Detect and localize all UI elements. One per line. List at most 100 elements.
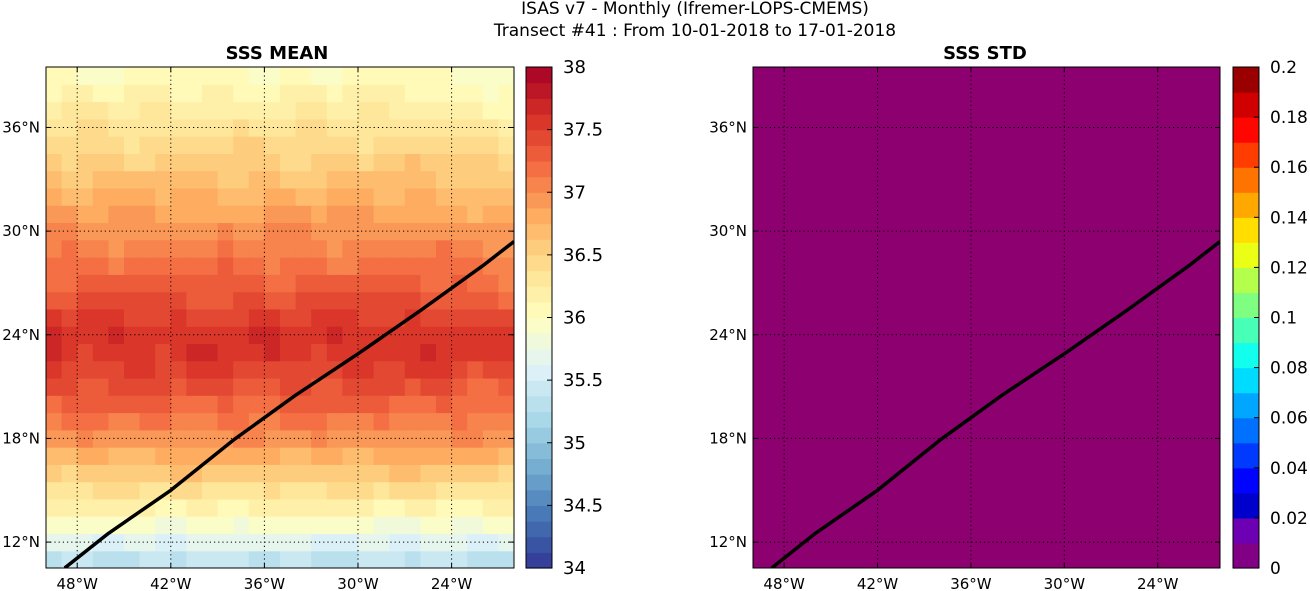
field-cell [186, 447, 203, 465]
field-cell [451, 360, 468, 379]
field-cell [202, 412, 219, 431]
field-cell [373, 67, 390, 85]
field-cell [451, 84, 468, 103]
field-cell [202, 498, 219, 517]
field-cell [311, 84, 328, 103]
field-cell [498, 360, 514, 379]
colorbar-level [526, 254, 552, 272]
colorbar-level [1233, 117, 1259, 143]
field-cell [404, 291, 421, 310]
field-cell [420, 205, 437, 224]
field-cell [389, 170, 406, 189]
field-cell [92, 412, 109, 431]
field-cell [248, 377, 265, 396]
field-cell [436, 464, 453, 483]
field-cell [139, 136, 156, 154]
field-cell [420, 516, 437, 535]
field-cell [264, 222, 281, 241]
field-cell [139, 481, 156, 500]
colorbar-tick-label: 0.12 [1270, 258, 1308, 278]
field-cell [498, 153, 514, 172]
field-cell [61, 498, 78, 517]
field-cell [295, 257, 312, 275]
colorbar-tick-label: 37.5 [563, 120, 603, 141]
field-cell [467, 67, 484, 85]
field-cell [295, 360, 312, 379]
x-tick-label: 42°W [857, 575, 899, 591]
field-cell [311, 308, 328, 327]
field-cell [46, 447, 63, 465]
field-cell [124, 481, 141, 500]
field-cell [202, 550, 219, 568]
field-cell [436, 67, 453, 85]
colorbar-tick-label: 0.16 [1270, 158, 1308, 178]
field-cell [61, 170, 78, 189]
field-cell [482, 429, 499, 448]
field-cell [202, 516, 219, 535]
y-tick-label: 36°N [2, 118, 40, 136]
field-cell [108, 308, 125, 327]
colorbar-tick-label: 0.02 [1270, 509, 1308, 529]
field-cell [170, 498, 187, 517]
field-cell [373, 360, 390, 379]
field-cell [108, 533, 125, 552]
field-cell [451, 481, 468, 500]
field-cell [311, 205, 328, 224]
field-cell [248, 170, 265, 189]
field-cell [389, 516, 406, 535]
field-cell [436, 101, 453, 120]
field-cell [61, 257, 78, 275]
field-cell [280, 326, 297, 345]
y-tick-label: 30°N [2, 222, 40, 240]
field-cell [389, 550, 406, 568]
field-cell [404, 516, 421, 535]
field-cell [389, 118, 406, 137]
colorbar-level [526, 192, 552, 209]
field-cell [108, 136, 125, 154]
field-cell [217, 326, 234, 345]
field-cell [124, 360, 141, 379]
field-cell [389, 101, 406, 120]
colorbar-level [526, 348, 552, 366]
field-cell [124, 170, 141, 189]
field-cell [170, 205, 187, 224]
field-cell [358, 67, 375, 85]
field-cell [482, 464, 499, 483]
field-cell [326, 481, 343, 500]
colorbar-level [526, 286, 552, 303]
field-cell [92, 395, 109, 414]
field-cell [170, 429, 187, 448]
field-cell [77, 498, 94, 517]
field-cell [342, 239, 359, 258]
field-cell [498, 257, 514, 275]
field-cell [46, 187, 63, 206]
colorbar-level [526, 536, 552, 553]
field-cell [404, 481, 421, 500]
field-cell [124, 464, 141, 483]
field-cell [124, 377, 141, 396]
field-cell [326, 326, 343, 345]
field-cell [248, 498, 265, 517]
field-cell [326, 222, 343, 241]
colorbar-level [526, 113, 552, 131]
field-cell [482, 222, 499, 241]
field-cell [373, 170, 390, 189]
field-cell [482, 308, 499, 327]
field-cell [108, 360, 125, 379]
field-cell [186, 326, 203, 345]
field-cell [186, 498, 203, 517]
field-cell [155, 67, 172, 85]
colorbar-level [1233, 217, 1259, 243]
field-cell [326, 257, 343, 275]
field-cell [170, 153, 187, 172]
field-cell [404, 360, 421, 379]
colorbar-level [526, 82, 552, 99]
field-cell [217, 481, 234, 500]
field-cell [389, 136, 406, 154]
field-cell [61, 187, 78, 206]
field-cell [311, 187, 328, 206]
field-cell [451, 257, 468, 275]
field-cell [61, 412, 78, 431]
field-cell [280, 170, 297, 189]
field-cell [248, 343, 265, 362]
